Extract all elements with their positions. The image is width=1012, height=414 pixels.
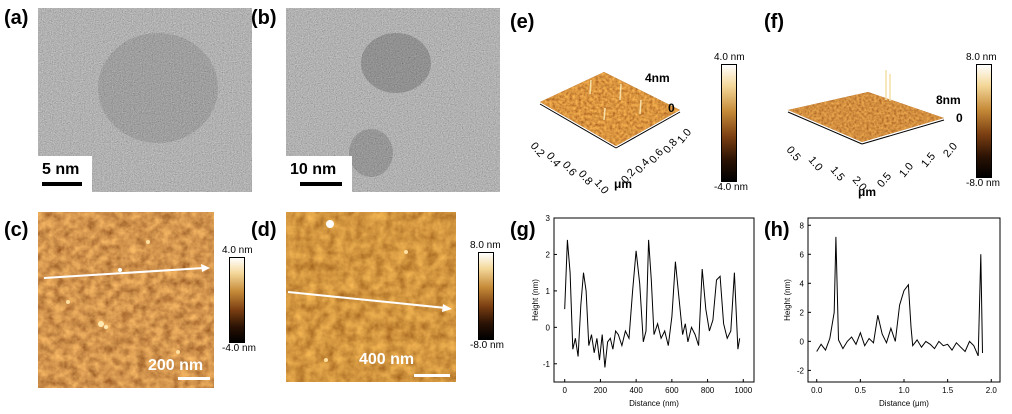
- side-label-zero-e: 0: [668, 101, 675, 115]
- colorbar-d: [478, 252, 494, 340]
- y-tick-label-h: 6: [800, 250, 805, 259]
- series-line-g: [564, 239, 741, 368]
- axis-left-f-2: 1.5: [828, 164, 847, 183]
- scalebar-c: [178, 377, 210, 380]
- scalebar-box-a: [38, 156, 92, 192]
- tem-image-a: 5 nm: [38, 8, 252, 192]
- panel-label-h: (h): [764, 219, 790, 241]
- y-tick-label-g: 2: [546, 250, 551, 259]
- height-profile-chart-h: 0.0 0.5 1.0 1.5 2.0 -2 0 2 4 6 8 Distance (μm) He…: [783, 217, 1001, 408]
- y-tick-label-g: -1: [543, 360, 551, 369]
- x-tick-label-g: 0: [562, 386, 567, 395]
- scalebar-b: [300, 182, 342, 186]
- side-label-top-f: 8nm: [936, 93, 961, 107]
- colorbar-c: [229, 257, 245, 343]
- scalebar-label-d: 400 nm: [359, 351, 415, 368]
- axis-ticks-f: 0.5 1.0 1.5 2.0 0.5 1.0 1.5 2.0: [784, 140, 960, 193]
- colorbar-f: [976, 64, 992, 178]
- x-tick-label-g: 200: [594, 386, 608, 395]
- x-tick-label-h: 1.0: [898, 386, 910, 395]
- colorbar-bottom-c: -4.0 nm: [222, 343, 256, 354]
- tem-image-b: 10 nm: [286, 8, 500, 192]
- axis-left-f-0: 0.5: [784, 144, 803, 163]
- axis-right-f-3: 2.0: [941, 140, 960, 159]
- colorbar-top-f: 8.0 nm: [966, 52, 997, 63]
- axis-right-f-2: 1.5: [919, 150, 938, 169]
- x-tick-label-h: 0.0: [811, 386, 823, 395]
- x-tick-label-h: 2.0: [986, 386, 998, 395]
- panel-label-a: (a): [4, 7, 29, 29]
- y-tick-label-h: 4: [800, 279, 805, 288]
- colorbar-top-e: 4.0 nm: [714, 52, 745, 63]
- afm-image-c: 200 nm: [38, 212, 214, 388]
- colorbar-top-d: 8.0 nm: [470, 240, 501, 251]
- y-tick-label-h: 8: [800, 221, 805, 230]
- side-label-top-e: 4nm: [645, 71, 670, 85]
- axis-right-f-1: 1.0: [897, 160, 916, 179]
- colorbar-bottom-d: -8.0 nm: [470, 340, 504, 351]
- y-tick-label-h: 2: [800, 308, 805, 317]
- plot-frame-h: [807, 217, 1001, 383]
- series-line-h: [816, 236, 983, 357]
- axis-right-f-0: 0.5: [875, 170, 894, 189]
- y-tick-label-h: 0: [800, 337, 805, 346]
- height-profile-chart-g: 0 200 400 600 800 1000 -1 0 1 2 3 Distance (nm) H…: [531, 214, 755, 408]
- axis-unit-e: μm: [614, 177, 633, 191]
- panel-label-g: (g): [510, 219, 536, 241]
- scalebar-d: [414, 374, 450, 377]
- x-tick-label-h: 1.5: [942, 386, 954, 395]
- colorbar-top-c: 4.0 nm: [222, 245, 253, 256]
- panel-label-b: (b): [251, 7, 277, 29]
- scalebar-box-b: [286, 156, 352, 192]
- x-axis-label-h: Distance (μm): [879, 399, 929, 408]
- scalebar-label-a: 5 nm: [42, 161, 80, 178]
- panel-label-d: (d): [251, 219, 277, 241]
- x-tick-label-g: 400: [629, 386, 643, 395]
- y-tick-label-g: 1: [546, 287, 551, 296]
- y-axis-label-g: Height (nm): [531, 279, 540, 321]
- afm-texture-c: [38, 212, 214, 388]
- x-tick-label-h: 0.5: [855, 386, 867, 395]
- panel-label-f: (f): [764, 11, 784, 33]
- axis-left-f-1: 1.0: [806, 154, 825, 173]
- panel-label-c: (c): [4, 219, 29, 241]
- axis-ticks-e: 0.2 0.4 0.6 0.8 1.0 0.2 0.4 0.6 0.8 1.0: [528, 126, 694, 196]
- y-axis-label-h: Height (nm): [783, 279, 792, 321]
- afm-3d-f: [787, 70, 945, 145]
- x-tick-label-g: 1000: [734, 386, 752, 395]
- colorbar-bottom-f: -8.0 nm: [966, 178, 1000, 189]
- plot-frame-g: [553, 217, 755, 383]
- afm-image-d: 400 nm: [286, 212, 456, 382]
- panel-label-e: (e): [510, 11, 535, 33]
- scalebar-a: [42, 182, 82, 186]
- x-tick-label-g: 600: [665, 386, 679, 395]
- axis-unit-f: μm: [858, 185, 877, 199]
- y-tick-label-g: 0: [546, 323, 551, 332]
- axis-left-f-3: 2.0: [850, 174, 869, 193]
- side-label-zero-f: 0: [956, 111, 963, 125]
- scalebar-label-b: 10 nm: [290, 161, 337, 178]
- afm-texture-d: [286, 212, 456, 382]
- x-tick-label-g: 800: [701, 386, 715, 395]
- colorbar-bottom-e: -4.0 nm: [714, 182, 748, 193]
- axis-left-e-4: 1.0: [592, 177, 611, 196]
- colorbar-e: [721, 64, 737, 182]
- y-tick-label-g: 3: [546, 214, 551, 223]
- x-axis-label-g: Distance (nm): [629, 399, 679, 408]
- afm-3d-e: [539, 72, 681, 149]
- y-tick-label-h: -2: [797, 366, 805, 375]
- scalebar-label-c: 200 nm: [148, 357, 204, 374]
